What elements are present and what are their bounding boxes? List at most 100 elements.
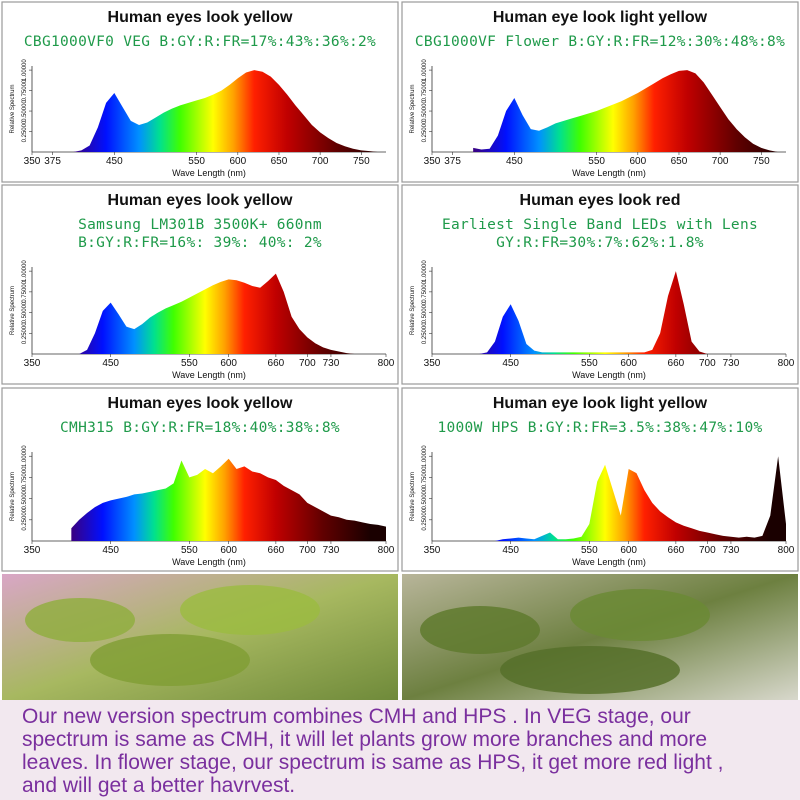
leaf [500, 646, 680, 694]
panel-subtitle: CBG1000VF0 VEG B:GY:R:FR=17%:43%:36%:2% [24, 34, 376, 50]
y-tick-label: 0.25000 [422, 120, 428, 142]
x-tick-label: 375 [444, 156, 461, 167]
y-tick-label: 1.00000 [22, 445, 28, 467]
x-tick-label: 800 [778, 545, 795, 556]
panel-title: Human eyes look yellow [108, 395, 294, 412]
x-tick-label: 550 [588, 156, 605, 167]
x-tick-label: 450 [506, 156, 523, 167]
x-tick-label: 700 [299, 545, 316, 556]
y-axis-label: Relative Spectrum [410, 286, 416, 335]
x-tick-label: 450 [502, 545, 519, 556]
leaf [180, 585, 320, 635]
panel-border [1, 1, 399, 183]
y-axis-label: Relative Spectrum [10, 472, 16, 521]
panel-subtitle: B:GY:R:FR=16%: 39%: 40%: 2% [78, 235, 322, 251]
x-tick-label: 700 [712, 156, 729, 167]
x-tick-label: 450 [106, 156, 123, 167]
y-tick-label: 0.75000 [22, 466, 28, 488]
panel-subtitle: 1000W HPS B:GY:R:FR=3.5%:38%:47%:10% [437, 420, 762, 436]
panel-title: Human eye look light yellow [493, 395, 708, 412]
x-tick-label: 600 [229, 156, 246, 167]
panel-subtitle: CMH315 B:GY:R:FR=18%:40%:38%:8% [60, 420, 340, 436]
x-axis-label: Wave Length (nm) [572, 370, 646, 380]
spectrum-panel: Human eyes look yellow Samsung LM301B 350… [1, 184, 399, 385]
x-tick-label: 800 [378, 358, 395, 369]
x-tick-label: 660 [268, 358, 285, 369]
y-tick-label: 0.50000 [22, 100, 28, 122]
y-tick-label: 1.00000 [422, 260, 428, 282]
y-tick-label: 0.50000 [422, 301, 428, 323]
spectrum-area [71, 458, 386, 541]
x-tick-label: 800 [378, 545, 395, 556]
x-tick-label: 550 [188, 156, 205, 167]
x-tick-label: 350 [24, 156, 41, 167]
x-tick-label: 730 [723, 545, 740, 556]
x-tick-label: 660 [668, 545, 685, 556]
x-tick-label: 800 [778, 358, 795, 369]
leaf [25, 598, 135, 642]
y-tick-label: 0.25000 [422, 508, 428, 530]
y-tick-label: 0.75000 [22, 280, 28, 302]
y-tick-label: 0.25000 [22, 322, 28, 344]
x-tick-label: 700 [299, 358, 316, 369]
x-tick-label: 700 [312, 156, 329, 167]
x-tick-label: 350 [24, 545, 41, 556]
x-tick-label: 375 [44, 156, 61, 167]
x-tick-label: 750 [353, 156, 370, 167]
y-axis-label: Relative Spectrum [10, 84, 16, 133]
y-tick-label: 0.75000 [422, 466, 428, 488]
x-axis-label: Wave Length (nm) [172, 370, 246, 380]
y-tick-label: 0.50000 [422, 487, 428, 509]
panel-border [401, 1, 799, 183]
x-tick-label: 350 [424, 545, 441, 556]
x-tick-label: 700 [699, 358, 716, 369]
caption-band [0, 700, 800, 800]
caption-line: Our new version spectrum combines CMH an… [22, 705, 691, 728]
panel-title: Human eyes look red [520, 192, 681, 209]
x-tick-label: 450 [102, 358, 119, 369]
spectrum-panel: Human eyes look yellow CMH315 B:GY:R:FR=1… [1, 387, 399, 572]
y-tick-label: 0.25000 [22, 120, 28, 142]
panel-title: Human eye look light yellow [493, 9, 708, 26]
spectrum-area [73, 70, 403, 152]
x-tick-label: 550 [581, 358, 598, 369]
panel-border [401, 184, 799, 385]
x-tick-label: 730 [323, 358, 340, 369]
spectrum-area [473, 70, 800, 152]
x-tick-label: 550 [581, 545, 598, 556]
spectrum-panel: Human eye look light yellow CBG1000VF Flo… [401, 1, 800, 183]
spectrum-panel: Human eyes look yellow CBG1000VF0 VEG B:G… [1, 1, 403, 183]
y-tick-label: 0.75000 [422, 280, 428, 302]
leaf [90, 634, 250, 686]
y-axis-label: Relative Spectrum [410, 84, 416, 133]
photos [2, 574, 798, 700]
x-tick-label: 600 [220, 358, 237, 369]
leaf [420, 606, 540, 654]
x-tick-label: 600 [620, 358, 637, 369]
spectrum-panel: Human eyes look red Earliest Single Band … [401, 184, 799, 385]
x-axis-label: Wave Length (nm) [172, 557, 246, 567]
y-tick-label: 0.25000 [422, 322, 428, 344]
y-tick-label: 0.50000 [422, 100, 428, 122]
y-tick-label: 1.00000 [22, 59, 28, 81]
x-tick-label: 350 [424, 156, 441, 167]
panel-subtitle: GY:R:FR=30%:7%:62%:1.8% [496, 235, 704, 251]
panel-title: Human eyes look yellow [108, 192, 294, 209]
x-tick-label: 450 [102, 545, 119, 556]
x-tick-label: 600 [620, 545, 637, 556]
spectrum-area [471, 271, 786, 354]
x-tick-label: 700 [699, 545, 716, 556]
caption-line: leaves. In flower stage, our spectrum is… [22, 751, 723, 774]
spectrum-area [71, 273, 386, 354]
panel-title: Human eyes look yellow [108, 9, 294, 26]
x-tick-label: 550 [181, 545, 198, 556]
spectrum-area [471, 456, 786, 541]
x-tick-label: 350 [24, 358, 41, 369]
x-tick-label: 600 [629, 156, 646, 167]
x-axis-label: Wave Length (nm) [572, 168, 646, 178]
caption-line: and will get a better havrvest. [22, 774, 295, 797]
x-axis-label: Wave Length (nm) [572, 557, 646, 567]
y-tick-label: 1.00000 [22, 260, 28, 282]
x-tick-label: 350 [424, 358, 441, 369]
